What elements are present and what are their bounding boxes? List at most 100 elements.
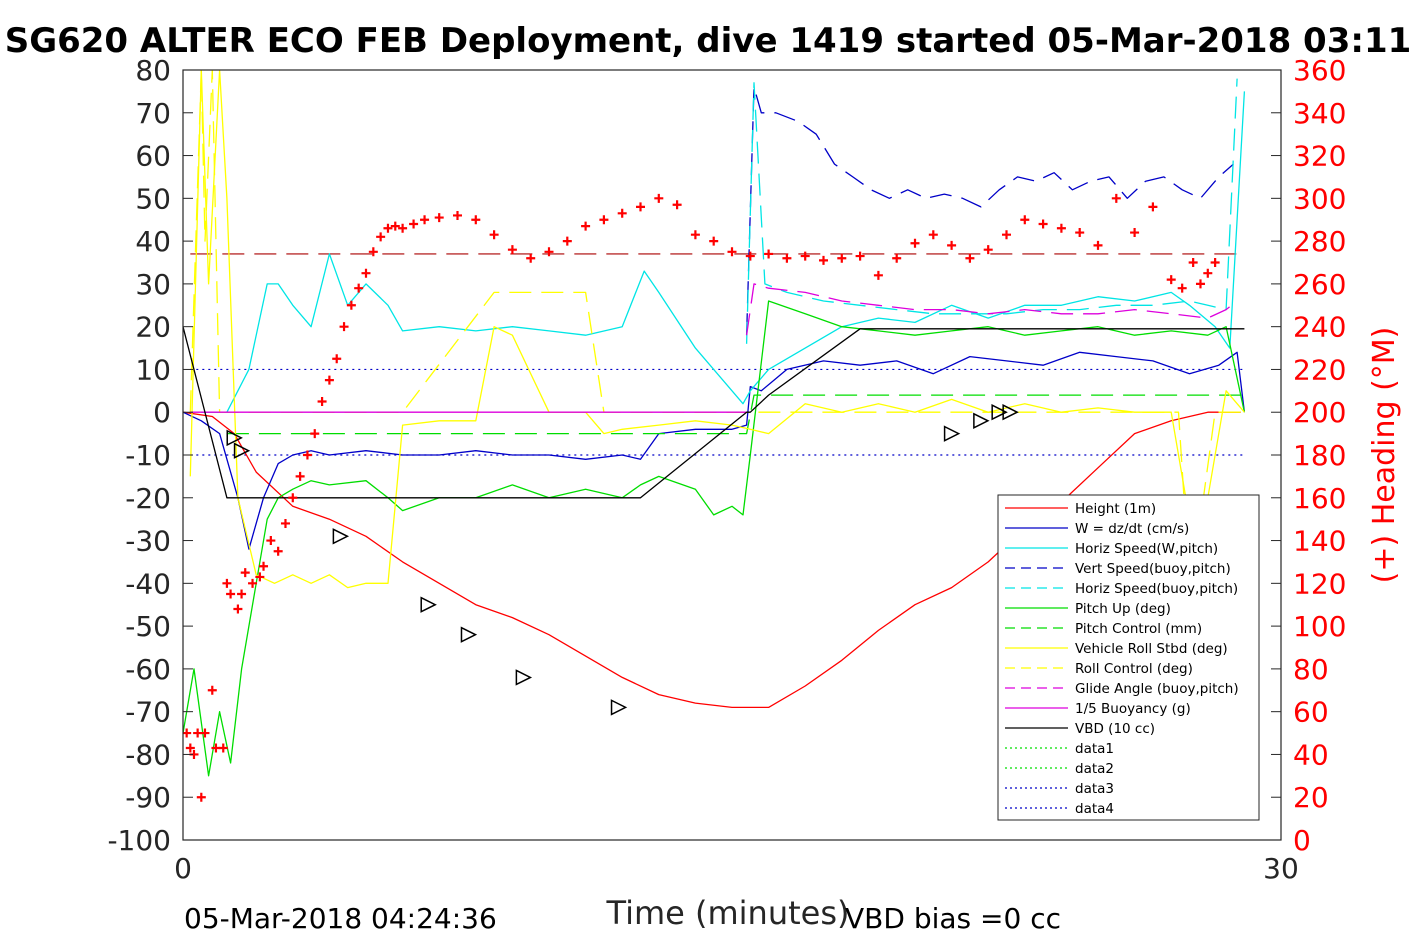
y-tick-label-left: 50 xyxy=(135,182,171,215)
y-tick-label-right: 200 xyxy=(1293,396,1346,429)
event-marker xyxy=(332,528,350,545)
series-line xyxy=(745,283,1238,336)
y-tick-label-left: 10 xyxy=(135,353,171,386)
heading-point xyxy=(453,210,462,220)
heading-point xyxy=(1210,258,1220,267)
heading-point xyxy=(226,589,236,599)
legend: Height (1m) W = dz/dt (cm/s) Horiz Speed(W… xyxy=(997,494,1260,821)
y-tick-label-left: -60 xyxy=(125,653,171,686)
legend-label: Vert Speed(buoy,pitch) xyxy=(1075,561,1231,577)
heading-point xyxy=(1075,228,1085,238)
series-line xyxy=(745,86,1234,336)
heading-point xyxy=(507,245,517,255)
heading-point xyxy=(599,215,609,225)
heading-point xyxy=(255,572,265,582)
x-tick-label: 30 xyxy=(1263,852,1299,885)
y-axis-left: 80 70 60 50 40 30 20 10 0 -10 -20 -30 -40 -50 -60 -70 -8… xyxy=(107,54,193,857)
heading-point xyxy=(1148,202,1158,212)
heading-point xyxy=(745,251,755,261)
y-tick-label-left: -50 xyxy=(125,610,171,643)
y-tick-label-left: 30 xyxy=(135,268,171,301)
heading-point xyxy=(727,247,737,257)
series-line xyxy=(183,300,1246,777)
heading-point xyxy=(317,397,327,407)
heading-point xyxy=(764,249,774,259)
heading-point xyxy=(339,322,349,332)
heading-point xyxy=(233,604,243,614)
y-tick-label-left: 80 xyxy=(135,54,171,87)
event-marker xyxy=(460,626,478,643)
heading-point xyxy=(420,215,430,225)
event-marker xyxy=(1002,404,1019,421)
heading-point xyxy=(1195,279,1205,289)
event-marker xyxy=(233,442,251,459)
y-tick-label-left: 20 xyxy=(135,311,171,344)
y-tick-label-left: -40 xyxy=(125,567,171,600)
heading-point xyxy=(183,728,192,738)
legend-label: W = dz/dt (cm/s) xyxy=(1075,521,1189,537)
heading-point xyxy=(892,253,902,263)
heading-point xyxy=(273,546,283,556)
y-tick-label-left: -30 xyxy=(125,525,171,558)
heading-point xyxy=(196,792,206,802)
heading-point xyxy=(409,219,419,229)
heading-point xyxy=(928,230,938,240)
event-marker xyxy=(420,596,437,613)
y-tick-label-right: 60 xyxy=(1293,696,1329,729)
y-tick-label-right: 280 xyxy=(1293,225,1346,258)
legend-label: Vehicle Roll Stbd (deg) xyxy=(1075,641,1228,657)
heading-point xyxy=(237,589,247,599)
heading-point xyxy=(207,685,217,695)
y-tick-label-right: 160 xyxy=(1293,482,1346,515)
footer-vbd-bias: VBD bias =0 cc xyxy=(845,902,1061,935)
legend-label: 1/5 Buoyancy (g) xyxy=(1075,701,1191,717)
heading-point xyxy=(185,743,195,753)
legend-label: data3 xyxy=(1075,781,1114,797)
event-marker xyxy=(515,669,533,686)
heading-point xyxy=(910,238,920,248)
heading-point xyxy=(368,247,378,257)
heading-point xyxy=(690,230,700,240)
heading-point xyxy=(1111,193,1121,203)
x-tick-label: 0 xyxy=(174,852,192,885)
series-line xyxy=(183,351,1246,550)
y-tick-label-right: 300 xyxy=(1293,182,1346,215)
heading-point xyxy=(617,208,627,218)
heading-point xyxy=(259,561,269,571)
y-tick-label-right: 120 xyxy=(1293,567,1346,600)
heading-point xyxy=(709,236,719,246)
legend-box xyxy=(997,494,1260,821)
heading-point xyxy=(346,300,356,310)
heading-point xyxy=(218,743,228,753)
heading-point xyxy=(302,450,312,460)
heading-point xyxy=(800,251,810,261)
event-marker xyxy=(973,412,990,429)
y-tick-label-left: 0 xyxy=(153,396,171,429)
legend-label: data1 xyxy=(1075,741,1114,757)
y-tick-label-left: -80 xyxy=(125,738,171,771)
heading-point xyxy=(581,221,591,231)
legend-label: Pitch Control (mm) xyxy=(1075,621,1202,637)
y-tick-label-right: 20 xyxy=(1293,781,1329,814)
heading-point xyxy=(654,193,664,203)
legend-label: data4 xyxy=(1075,801,1114,817)
heading-point xyxy=(1177,283,1187,293)
y-tick-label-right: 340 xyxy=(1293,97,1346,130)
heading-point xyxy=(354,283,364,293)
event-marker xyxy=(991,404,1008,421)
heading-point xyxy=(295,471,305,481)
heading-point xyxy=(636,202,645,212)
heading-point xyxy=(947,240,957,250)
y-tick-label-left: -90 xyxy=(125,781,171,814)
series-line xyxy=(183,326,1245,499)
heading-point xyxy=(965,253,975,263)
y-tick-label-left: -10 xyxy=(125,439,171,472)
heading-point xyxy=(222,578,232,588)
y-tick-label-left: 70 xyxy=(135,97,171,130)
heading-point xyxy=(1056,223,1066,233)
heading-point xyxy=(1002,230,1011,240)
legend-label: Pitch Up (deg) xyxy=(1075,601,1171,617)
y-tick-label-right: 140 xyxy=(1293,525,1346,558)
heading-point xyxy=(489,230,499,240)
heading-point xyxy=(324,375,334,385)
